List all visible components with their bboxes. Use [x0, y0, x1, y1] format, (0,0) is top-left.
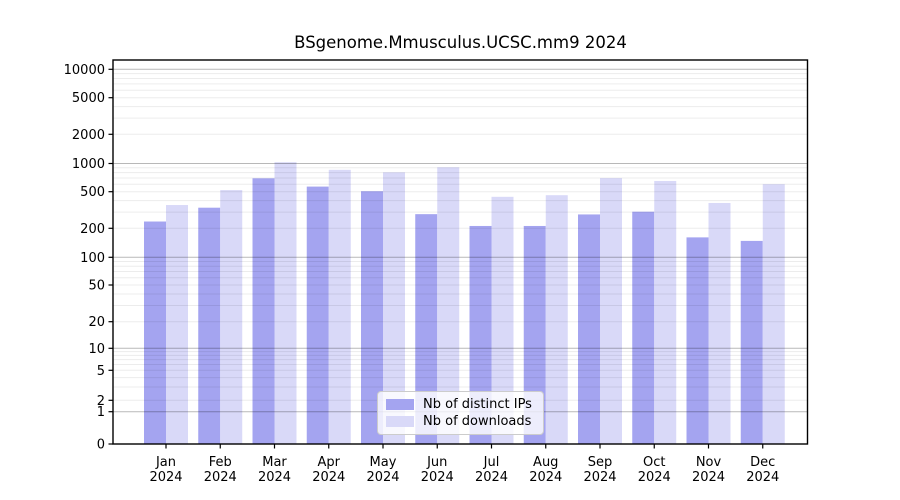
x-tick-label-month: Apr	[318, 455, 341, 470]
bar-distinct-ips-may	[361, 191, 383, 444]
bar-downloads-mar	[274, 162, 297, 444]
bar-distinct-ips-apr	[306, 186, 329, 445]
x-tick-label-year: 2024	[204, 470, 237, 485]
legend-row-downloads: Nb of downloads	[386, 414, 537, 429]
grid-major	[113, 68, 808, 413]
y-tick-label-200: 200	[80, 222, 105, 237]
bar-distinct-ips-jan	[144, 221, 166, 444]
bar-downloads-feb	[220, 190, 243, 444]
x-tick-label-month: Sep	[588, 455, 613, 470]
bar-downloads-jul	[491, 196, 514, 444]
chart-title: BSgenome.Mmusculus.UCSC.mm9 2024	[294, 33, 627, 52]
x-tick-label-year: 2024	[638, 470, 671, 485]
bar-downloads-nov	[708, 202, 731, 444]
y-tick-label-2000: 2000	[72, 128, 105, 143]
x-tick-label-year: 2024	[258, 470, 291, 485]
legend-label: Nb of distinct IPs	[423, 397, 532, 412]
bar-downloads-oct	[654, 180, 677, 444]
y-tick-label-5000: 5000	[72, 91, 105, 106]
bar-downloads-jun	[437, 167, 460, 444]
x-tick-label-month: Feb	[209, 455, 232, 470]
x-tick-label-year: 2024	[529, 470, 562, 485]
y-tick-label-10: 10	[88, 342, 105, 357]
x-tick-label-year: 2024	[692, 470, 725, 485]
y-tick-label-1: 1	[97, 405, 105, 420]
bar-downloads-may	[383, 172, 405, 444]
bar-downloads-dec	[762, 184, 785, 445]
bar-distinct-ips-mar	[252, 178, 275, 444]
x-tick-label-month: Nov	[696, 455, 722, 470]
y-tick-label-500: 500	[80, 185, 105, 200]
bar-distinct-ips-nov	[686, 237, 709, 444]
legend-row-distinct-ips: Nb of distinct IPs	[386, 397, 537, 412]
x-tick-label-month: Dec	[750, 455, 775, 470]
bar-downloads-apr	[328, 169, 351, 444]
y-tick-label-1000: 1000	[72, 157, 105, 172]
legend: Nb of distinct IPs Nb of downloads	[377, 391, 544, 435]
y-tick-label-100: 100	[80, 251, 105, 266]
x-tick-label-month: Mar	[262, 455, 287, 470]
bar-distinct-ips-jul	[469, 225, 492, 444]
y-tick-label-50: 50	[88, 279, 105, 294]
bar-distinct-ips-sep	[578, 214, 600, 444]
legend-label: Nb of downloads	[423, 414, 532, 429]
x-tick-label-year: 2024	[475, 470, 508, 485]
legend-swatch-distinct-ips	[386, 399, 414, 410]
x-tick-label-year: 2024	[583, 470, 616, 485]
bar-downloads-jan	[166, 205, 188, 444]
x-tick-label-month: Oct	[643, 455, 665, 470]
grid-minor	[113, 73, 808, 401]
x-tick-label-month: May	[370, 455, 397, 470]
y-tick-label-0: 0	[97, 438, 105, 453]
y-tick-label-20: 20	[88, 315, 105, 330]
bar-downloads-sep	[600, 178, 622, 444]
bar-distinct-ips-dec	[740, 240, 763, 444]
y-tick-label-10000: 10000	[64, 63, 105, 78]
bar-distinct-ips-feb	[198, 207, 221, 444]
x-tick-label-month: Jun	[426, 455, 447, 470]
x-tick-label-year: 2024	[312, 470, 345, 485]
bar-distinct-ips-aug	[523, 225, 546, 444]
y-tick-label-5: 5	[97, 364, 105, 379]
legend-swatch-downloads	[386, 416, 414, 427]
x-tick-label-year: 2024	[366, 470, 399, 485]
x-tick-label-year: 2024	[746, 470, 779, 485]
bar-downloads-aug	[545, 195, 568, 444]
x-tick-label-year: 2024	[421, 470, 454, 485]
x-tick-label-month: Jan	[155, 455, 176, 470]
bar-distinct-ips-oct	[632, 211, 655, 444]
axis-frame	[112, 59, 809, 445]
x-tick-label-month: Aug	[533, 455, 558, 470]
x-tick-label-month: Jul	[483, 455, 500, 470]
x-tick-label-year: 2024	[149, 470, 182, 485]
y-tick-label-2: 2	[97, 394, 105, 409]
bar-distinct-ips-jun	[415, 214, 438, 444]
